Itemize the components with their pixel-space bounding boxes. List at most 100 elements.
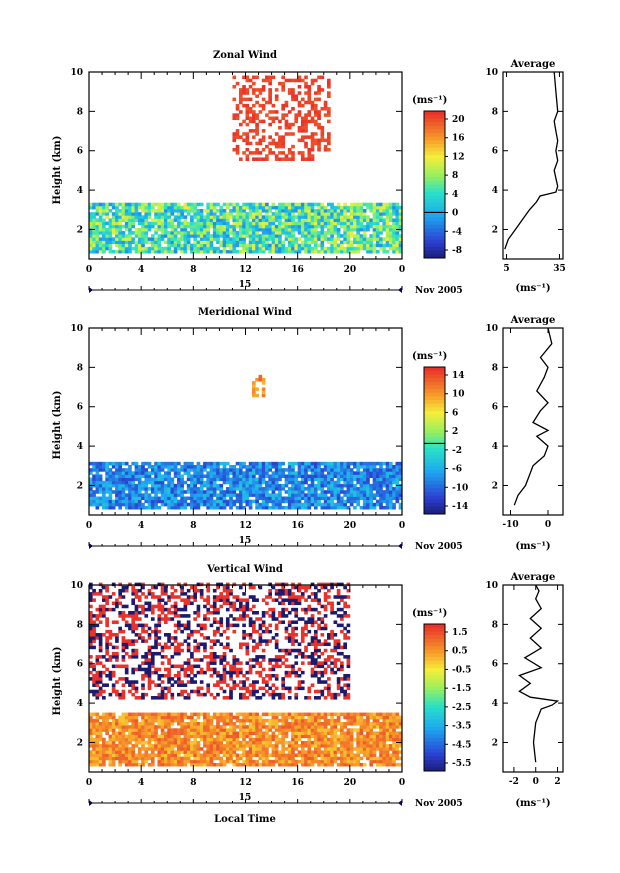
heatmap-cell: [134, 471, 139, 475]
heatmap-cell: [379, 487, 383, 491]
heatmap-cell: [212, 750, 217, 754]
heatmap-cell: [353, 496, 357, 501]
heatmap-cell: [118, 243, 123, 248]
heatmap-cell: [98, 677, 103, 681]
heatmap-cell: [105, 231, 109, 235]
heatmap-cell: [362, 243, 367, 248]
heatmap-cell: [102, 740, 106, 745]
heatmap-cell: [183, 249, 188, 254]
heatmap-cell: [274, 744, 279, 748]
heatmap-cell: [177, 722, 181, 726]
heatmap-cell: [248, 762, 253, 767]
heatmap-cell: [287, 91, 292, 95]
heatmap-cell: [232, 116, 237, 121]
heatmap-cell: [343, 474, 347, 478]
heatmap-cell: [245, 205, 250, 210]
heatmap-cell: [147, 240, 152, 245]
heatmap-cell: [203, 465, 207, 469]
heatmap-cell: [304, 731, 308, 735]
heatmap-cell: [193, 744, 197, 748]
heatmap-cell: [359, 505, 364, 510]
heatmap-cell: [229, 744, 233, 748]
heatmap-cell: [177, 718, 181, 723]
heatmap-cell: [183, 722, 188, 726]
heatmap-cell: [320, 471, 325, 475]
heatmap-cell: [137, 202, 142, 207]
heatmap-cell: [265, 750, 269, 754]
heatmap-cell: [238, 234, 243, 238]
heatmap-cell: [232, 75, 237, 80]
heatmap-cell: [313, 231, 318, 235]
heatmap-cell: [196, 715, 201, 720]
heatmap-cell: [304, 499, 308, 504]
heatmap-cell: [232, 246, 237, 251]
heatmap-cell: [170, 740, 175, 745]
heatmap-cell: [206, 728, 211, 732]
heatmap-cell: [268, 728, 272, 732]
heatmap-cell: [268, 91, 272, 95]
heatmap-cell: [150, 734, 155, 739]
heatmap-cell: [199, 734, 204, 739]
heatmap-cell: [265, 461, 269, 466]
heatmap-cell: [313, 493, 318, 497]
heatmap-cell: [271, 718, 276, 723]
heatmap-cell: [359, 715, 364, 720]
heatmap-cell: [375, 747, 380, 751]
heatmap-cell: [190, 209, 194, 213]
heatmap-cell: [111, 664, 116, 669]
heatmap-cell: [294, 461, 299, 466]
heatmap-cell: [144, 734, 149, 739]
heatmap-cell: [177, 753, 181, 758]
heatmap-cell: [216, 246, 220, 251]
heatmap-cell: [212, 471, 217, 475]
heatmap-cell: [242, 490, 246, 494]
heatmap-cell: [304, 218, 308, 222]
heatmap-cell: [144, 740, 149, 745]
heatmap-cell: [95, 205, 100, 210]
heatmap-cell: [300, 734, 305, 739]
heatmap-cell: [313, 132, 318, 136]
heatmap-cell: [115, 218, 119, 222]
heatmap-cell: [245, 499, 250, 504]
heatmap-cell: [281, 747, 286, 751]
heatmap-cell: [154, 218, 158, 222]
heatmap-cell: [307, 759, 312, 764]
heatmap-cell: [157, 240, 162, 245]
heatmap-cell: [186, 744, 191, 748]
heatmap-cell: [291, 88, 295, 92]
heatmap-cell: [287, 461, 292, 466]
heatmap-cell: [313, 218, 318, 222]
heatmap-cell: [304, 249, 308, 254]
heatmap-cell: [258, 91, 263, 95]
heatmap-cell: [212, 246, 217, 251]
heatmap-cell: [340, 490, 344, 494]
heatmap-cell: [372, 221, 377, 226]
heatmap-cell: [98, 680, 103, 684]
heatmap-cell: [242, 465, 246, 469]
heatmap-cell: [268, 122, 272, 127]
heatmap-cell: [105, 487, 109, 491]
heatmap-cell: [154, 725, 158, 729]
heatmap-cell: [336, 202, 341, 207]
heatmap-cell: [206, 221, 211, 226]
heatmap-cell: [128, 750, 132, 754]
heatmap-cell: [382, 505, 387, 510]
heatmap-cell: [388, 759, 393, 764]
heatmap-cell: [95, 477, 100, 482]
heatmap-cell: [265, 157, 269, 161]
heatmap-cell: [343, 715, 347, 720]
heatmap-cell: [137, 490, 142, 494]
heatmap-cell: [248, 237, 253, 241]
heatmap-cell: [121, 759, 126, 764]
heatmap-cell: [327, 750, 331, 754]
heatmap-cell: [268, 224, 272, 229]
heatmap-cell: [258, 237, 263, 241]
heatmap-cell: [327, 490, 331, 494]
heatmap-cell: [115, 490, 119, 494]
heatmap-cell: [330, 234, 334, 238]
heatmap-cell: [235, 471, 240, 475]
heatmap-cell: [235, 129, 240, 133]
heatmap-cell: [268, 209, 272, 213]
heatmap-cell: [190, 483, 194, 488]
